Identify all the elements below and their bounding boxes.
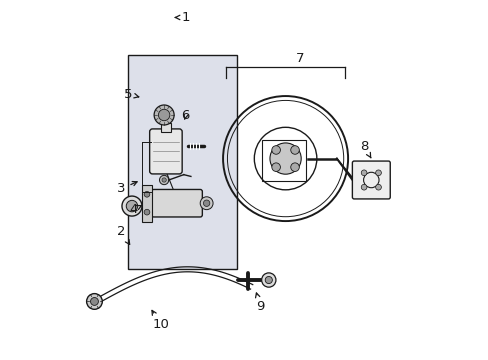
Bar bbox=[160, 123, 171, 132]
Text: 2: 2 bbox=[117, 225, 129, 244]
Circle shape bbox=[159, 175, 168, 185]
Circle shape bbox=[264, 276, 272, 284]
Circle shape bbox=[375, 184, 381, 190]
Circle shape bbox=[158, 109, 169, 121]
Circle shape bbox=[200, 197, 213, 210]
FancyBboxPatch shape bbox=[352, 161, 389, 199]
Circle shape bbox=[126, 201, 138, 212]
Bar bbox=[261, 140, 305, 181]
Circle shape bbox=[290, 163, 299, 171]
Text: 4: 4 bbox=[129, 203, 141, 216]
Text: 3: 3 bbox=[117, 181, 137, 195]
Circle shape bbox=[162, 178, 166, 182]
Text: 10: 10 bbox=[152, 310, 169, 331]
Circle shape bbox=[90, 297, 98, 305]
Circle shape bbox=[122, 196, 142, 216]
Circle shape bbox=[290, 146, 299, 154]
Circle shape bbox=[361, 170, 366, 176]
Text: 1: 1 bbox=[175, 11, 189, 24]
Circle shape bbox=[271, 146, 280, 154]
Circle shape bbox=[261, 273, 275, 287]
Text: 7: 7 bbox=[295, 52, 304, 65]
Circle shape bbox=[271, 163, 280, 171]
Bar bbox=[128, 55, 237, 269]
Circle shape bbox=[203, 200, 209, 206]
Circle shape bbox=[144, 209, 149, 215]
Bar bbox=[142, 185, 152, 222]
Text: 6: 6 bbox=[181, 109, 189, 122]
FancyBboxPatch shape bbox=[149, 129, 182, 174]
Text: 8: 8 bbox=[359, 140, 370, 158]
Circle shape bbox=[269, 143, 301, 174]
Text: 9: 9 bbox=[255, 293, 264, 313]
Circle shape bbox=[375, 170, 381, 176]
Circle shape bbox=[144, 192, 149, 197]
Text: 5: 5 bbox=[124, 88, 139, 101]
Circle shape bbox=[154, 105, 174, 125]
FancyBboxPatch shape bbox=[151, 189, 202, 217]
Circle shape bbox=[86, 294, 102, 309]
Circle shape bbox=[361, 184, 366, 190]
